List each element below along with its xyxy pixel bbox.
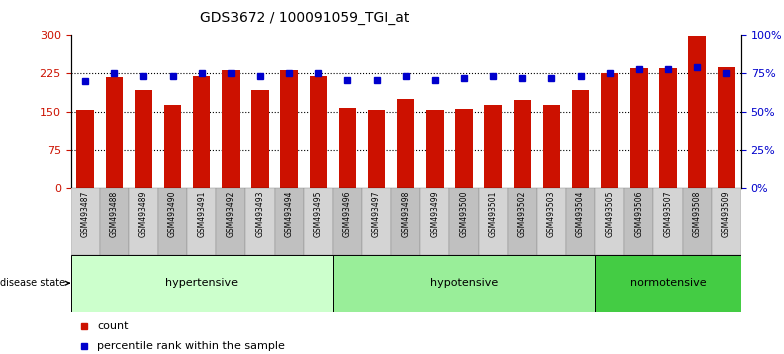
Text: GSM493497: GSM493497 [372, 191, 381, 238]
Bar [566, 188, 595, 255]
Text: GSM493493: GSM493493 [256, 191, 264, 238]
Text: GSM493487: GSM493487 [81, 191, 89, 238]
Bar [595, 188, 624, 255]
Bar [391, 188, 420, 255]
Text: GSM493494: GSM493494 [285, 191, 294, 238]
Bar [333, 255, 595, 312]
Bar [274, 188, 303, 255]
Bar [514, 100, 531, 188]
Text: GDS3672 / 100091059_TGI_at: GDS3672 / 100091059_TGI_at [201, 11, 410, 25]
Bar [683, 188, 712, 255]
Text: GSM493508: GSM493508 [692, 191, 702, 238]
Bar [76, 110, 94, 188]
Bar [420, 188, 449, 255]
Text: hypotensive: hypotensive [430, 278, 498, 288]
Text: GSM493506: GSM493506 [634, 191, 644, 238]
Bar [71, 255, 333, 312]
Bar [543, 105, 561, 188]
Bar [193, 76, 210, 188]
Text: GSM493502: GSM493502 [517, 191, 527, 238]
Text: GSM493496: GSM493496 [343, 191, 352, 238]
Bar [449, 188, 478, 255]
Bar [456, 109, 473, 188]
Bar [71, 188, 100, 255]
Bar [630, 68, 648, 188]
Bar [100, 188, 129, 255]
Text: GSM493495: GSM493495 [314, 191, 323, 238]
Bar [397, 99, 415, 188]
Bar [281, 70, 298, 188]
Text: GSM493505: GSM493505 [605, 191, 614, 238]
Text: GSM493504: GSM493504 [576, 191, 585, 238]
Bar [688, 36, 706, 188]
Bar [624, 188, 653, 255]
Bar [601, 73, 619, 188]
Bar [310, 76, 327, 188]
Text: GSM493489: GSM493489 [139, 191, 148, 238]
Text: GSM493490: GSM493490 [168, 191, 177, 238]
Text: GSM493498: GSM493498 [401, 191, 410, 238]
Bar [135, 90, 152, 188]
Text: normotensive: normotensive [630, 278, 706, 288]
Bar [339, 108, 356, 188]
Bar [216, 188, 245, 255]
Bar [368, 110, 385, 188]
Text: GSM493499: GSM493499 [430, 191, 439, 238]
Text: disease state: disease state [0, 278, 69, 288]
Bar [303, 188, 333, 255]
Bar [508, 188, 537, 255]
Bar [478, 188, 508, 255]
Text: GSM493503: GSM493503 [547, 191, 556, 238]
Bar [187, 188, 216, 255]
Bar [595, 255, 741, 312]
Text: percentile rank within the sample: percentile rank within the sample [97, 341, 285, 350]
Text: GSM493491: GSM493491 [198, 191, 206, 238]
Bar [712, 188, 741, 255]
Bar [129, 188, 158, 255]
Bar [333, 188, 362, 255]
Text: GSM493509: GSM493509 [722, 191, 731, 238]
Text: GSM493492: GSM493492 [227, 191, 235, 238]
Bar [362, 188, 391, 255]
Bar [485, 105, 502, 188]
Bar [245, 188, 274, 255]
Bar [426, 110, 444, 188]
Bar [106, 77, 123, 188]
Text: hypertensive: hypertensive [165, 278, 238, 288]
Text: GSM493500: GSM493500 [459, 191, 469, 238]
Bar [164, 105, 181, 188]
Text: GSM493507: GSM493507 [663, 191, 673, 238]
Text: count: count [97, 321, 129, 331]
Bar [537, 188, 566, 255]
Bar [222, 70, 240, 188]
Bar [659, 68, 677, 188]
Text: GSM493501: GSM493501 [488, 191, 498, 238]
Bar [572, 90, 590, 188]
Bar [653, 188, 683, 255]
Text: GSM493488: GSM493488 [110, 191, 119, 237]
Bar [251, 90, 269, 188]
Bar [158, 188, 187, 255]
Bar [717, 67, 735, 188]
